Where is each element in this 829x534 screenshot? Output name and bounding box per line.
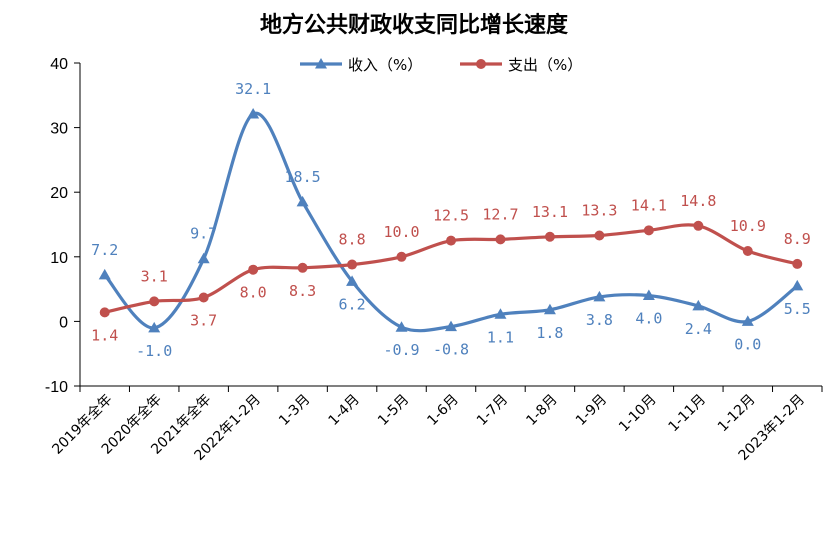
series-expenditure bbox=[99, 220, 803, 318]
data-point bbox=[395, 321, 408, 332]
data-point bbox=[446, 235, 456, 246]
data-labels-layer: 7.2 -1.0 9.7 32.1 18.5 6.2 -0.9 -0.8 1.1 1.8 3.8 4.… bbox=[91, 80, 811, 360]
data-label: 8.0 bbox=[240, 284, 267, 302]
y-tick-label: 0 bbox=[59, 314, 68, 331]
x-category-label: 1-10月 bbox=[616, 392, 660, 436]
data-point bbox=[148, 321, 161, 333]
y-tick-label: 20 bbox=[50, 185, 68, 202]
data-label: 0.0 bbox=[734, 335, 761, 353]
data-label: 10.0 bbox=[383, 223, 419, 241]
x-category-label: 1-5月 bbox=[375, 392, 412, 429]
data-point bbox=[248, 264, 259, 275]
series-layer bbox=[98, 108, 804, 333]
data-point bbox=[543, 303, 556, 315]
legend-label: 支出（%） bbox=[508, 56, 582, 74]
legend-item: 支出（%） bbox=[460, 56, 582, 74]
data-point bbox=[792, 258, 803, 269]
data-point bbox=[247, 108, 260, 119]
data-point bbox=[494, 308, 507, 319]
y-tick-label: 40 bbox=[50, 56, 68, 73]
data-label: 32.1 bbox=[235, 80, 271, 98]
data-point bbox=[642, 289, 655, 301]
data-label: 12.5 bbox=[433, 207, 469, 225]
data-label: 3.7 bbox=[190, 311, 217, 329]
data-label: 14.8 bbox=[680, 192, 716, 210]
chart-legend: 收入（%） 支出（%） bbox=[300, 56, 582, 74]
data-label: -0.9 bbox=[383, 341, 419, 359]
data-label: 12.7 bbox=[482, 205, 518, 223]
data-point bbox=[742, 245, 753, 256]
data-label: -0.8 bbox=[433, 341, 469, 359]
series-revenue bbox=[98, 108, 804, 333]
data-point bbox=[741, 315, 754, 326]
data-label: 5.5 bbox=[784, 300, 811, 318]
x-category-label: 1-6月 bbox=[424, 392, 461, 429]
data-label: 1.4 bbox=[91, 326, 118, 344]
data-label: 10.9 bbox=[730, 217, 766, 235]
data-point bbox=[643, 225, 654, 236]
data-label: 4.0 bbox=[635, 310, 662, 328]
y-tick-label: 10 bbox=[50, 250, 68, 267]
series-line bbox=[103, 111, 799, 333]
legend-swatch-marker bbox=[315, 58, 327, 69]
x-category-label: 1-11月 bbox=[665, 392, 709, 436]
data-point bbox=[346, 275, 359, 286]
data-point bbox=[692, 299, 705, 311]
data-point bbox=[693, 220, 704, 231]
data-label: 9.7 bbox=[190, 225, 217, 243]
x-category-label: 1-9月 bbox=[573, 392, 610, 429]
data-label: 7.2 bbox=[91, 241, 118, 259]
x-category-label: 1-7月 bbox=[474, 392, 511, 429]
data-point bbox=[396, 251, 407, 262]
data-label: 8.8 bbox=[339, 231, 366, 249]
data-point bbox=[593, 290, 606, 302]
data-label: 6.2 bbox=[339, 295, 366, 313]
legend-label: 收入（%） bbox=[348, 56, 422, 74]
legend-swatch-marker bbox=[476, 59, 486, 69]
y-tick-label: 30 bbox=[50, 121, 68, 138]
data-point bbox=[297, 262, 308, 273]
data-point bbox=[495, 234, 506, 245]
data-point bbox=[198, 292, 209, 303]
data-point bbox=[149, 296, 160, 307]
data-label: 13.3 bbox=[581, 201, 617, 219]
data-point bbox=[347, 259, 358, 270]
chart-title: 地方公共财政收支同比增长速度 bbox=[260, 12, 569, 38]
y-tick-label: -10 bbox=[45, 379, 68, 396]
data-label: 18.5 bbox=[285, 168, 321, 186]
data-point bbox=[98, 268, 111, 280]
x-category-label: 1-12月 bbox=[715, 392, 759, 436]
data-label: -1.0 bbox=[136, 342, 172, 360]
data-label: 3.8 bbox=[586, 311, 613, 329]
data-label: 2.4 bbox=[685, 320, 712, 338]
data-point bbox=[296, 195, 309, 207]
data-point bbox=[99, 307, 110, 318]
data-point bbox=[594, 230, 605, 241]
data-point bbox=[197, 252, 210, 264]
x-category-label: 1-8月 bbox=[523, 392, 560, 429]
data-point bbox=[544, 231, 555, 242]
x-category-label: 1-4月 bbox=[326, 392, 363, 429]
data-label: 8.9 bbox=[784, 230, 811, 248]
data-label: 3.1 bbox=[141, 267, 168, 285]
x-category-label: 1-3月 bbox=[276, 392, 313, 429]
data-label: 13.1 bbox=[532, 203, 568, 221]
data-label: 1.8 bbox=[536, 324, 563, 342]
data-label: 8.3 bbox=[289, 282, 316, 300]
data-point bbox=[791, 279, 804, 291]
legend-item: 收入（%） bbox=[300, 56, 422, 74]
data-label: 14.1 bbox=[631, 196, 667, 214]
data-label: 1.1 bbox=[487, 328, 514, 346]
data-point bbox=[445, 320, 457, 332]
chart-axes: -100102030402019年全年2020年全年2021年全年2022年1-… bbox=[45, 56, 823, 464]
